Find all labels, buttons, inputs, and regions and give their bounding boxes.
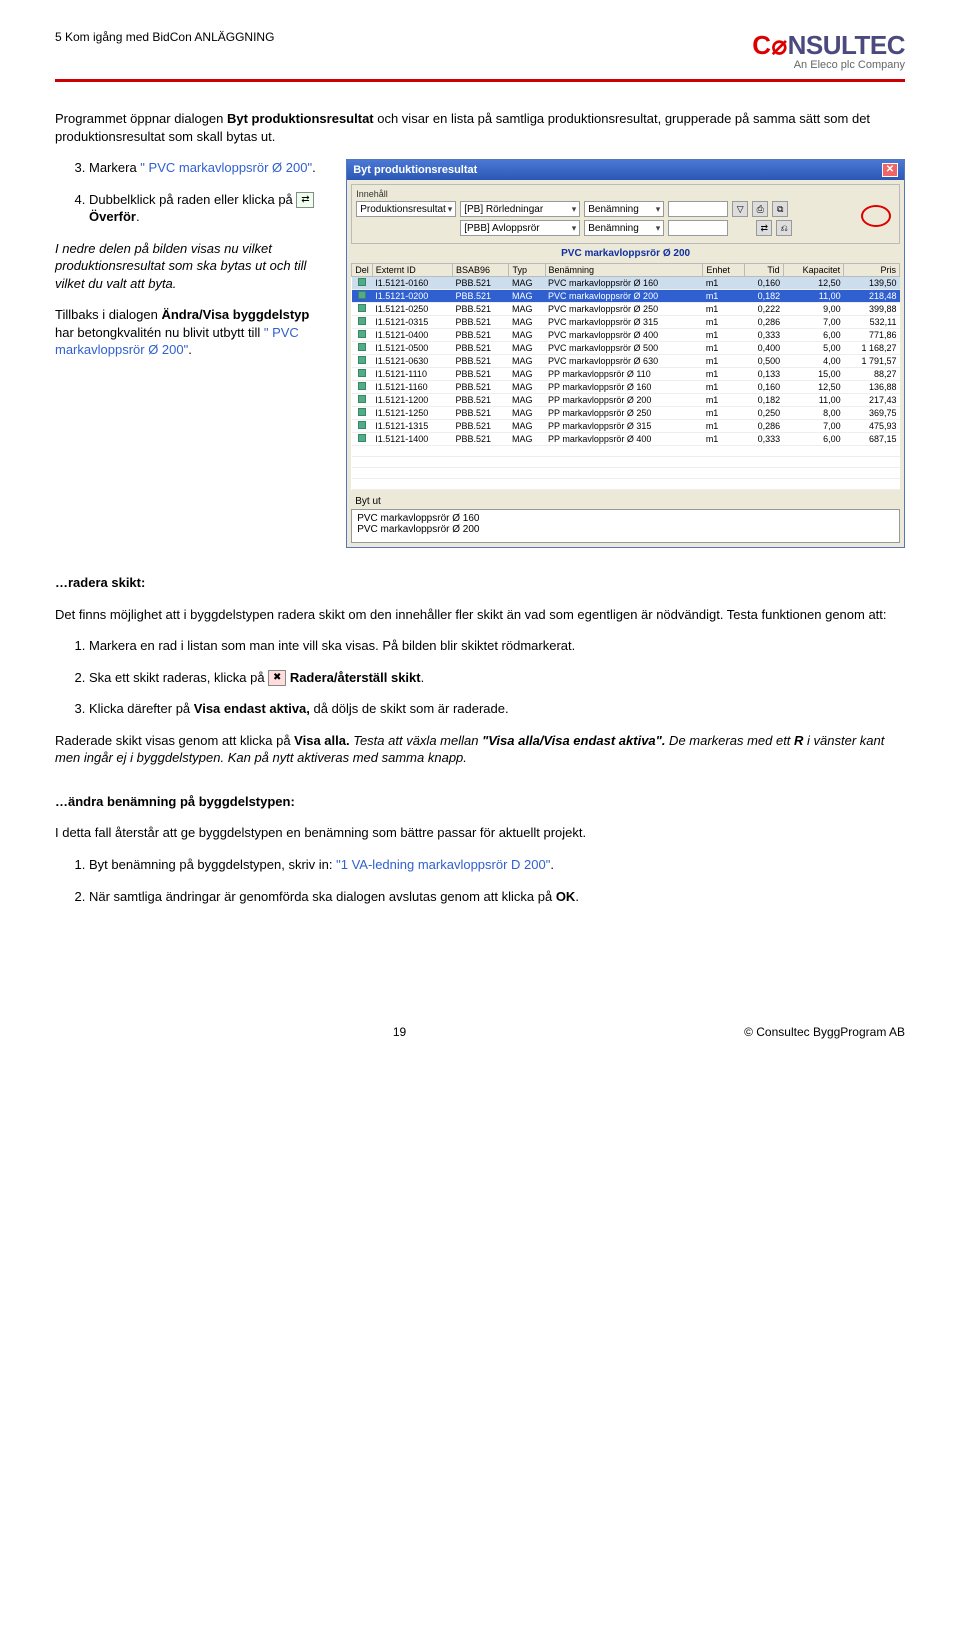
step-4: Dubbelklick på raden eller klicka på ⇄ Ö…: [89, 191, 330, 226]
toolbar-icon-2[interactable]: ⧉: [772, 201, 788, 217]
col-header[interactable]: Kapacitet: [783, 264, 844, 277]
note-1: I nedre delen på bilden visas nu vilket …: [55, 240, 330, 293]
andra-step-2: När samtliga ändringar är genomförda ska…: [89, 888, 905, 906]
table-row[interactable]: I1.5121-1110PBB.521MAGPP markavloppsrör …: [352, 368, 900, 381]
andra-step-1: Byt benämning på byggdelstypen, skriv in…: [89, 856, 905, 874]
table-row[interactable]: I1.5121-1315PBB.521MAGPP markavloppsrör …: [352, 420, 900, 433]
table-row[interactable]: I1.5121-0160PBB.521MAGPVC markavloppsrör…: [352, 277, 900, 290]
bytut-line-1: PVC markavloppsrör Ø 160: [357, 513, 894, 524]
radera-step-2: Ska ett skikt raderas, klicka på ✖ Rader…: [89, 669, 905, 687]
row-icon: [358, 291, 366, 299]
header-title: 5 Kom igång med BidCon ANLÄGGNING: [55, 30, 274, 44]
table-row-empty: [352, 446, 900, 457]
table-row[interactable]: I1.5121-1250PBB.521MAGPP markavloppsrör …: [352, 407, 900, 420]
intro-paragraph: Programmet öppnar dialogen Byt produktio…: [55, 110, 905, 145]
col-header[interactable]: Externt ID: [372, 264, 452, 277]
table-row[interactable]: I1.5121-0200PBB.521MAGPVC markavloppsrör…: [352, 290, 900, 303]
left-column: Markera " PVC markavloppsrör Ø 200". Dub…: [55, 159, 330, 548]
delete-icon: ✖: [268, 670, 286, 686]
radera-step-1: Markera en rad i listan som man inte vil…: [89, 637, 905, 655]
filter-input-1[interactable]: [668, 201, 728, 217]
radera-step-3: Klicka därefter på Visa endast aktiva, d…: [89, 700, 905, 718]
bytut-label: Byt ut: [351, 494, 900, 509]
filter-dd-2a[interactable]: [PBB] Avloppsrör: [460, 220, 580, 236]
logo: C ⌀ NSULTEC An Eleco plc Company: [752, 30, 905, 71]
filter-dd-1a[interactable]: [PB] Rörledningar: [460, 201, 580, 217]
prod-dropdown[interactable]: Produktionsresultat: [356, 201, 456, 217]
note-2: Tillbaks i dialogen Ändra/Visa byggdelst…: [55, 306, 330, 359]
row-icon: [358, 421, 366, 429]
row-icon: [358, 434, 366, 442]
col-header[interactable]: Enhet: [703, 264, 745, 277]
results-table: DelExternt IDBSAB96TypBenämningEnhetTidK…: [351, 263, 900, 490]
col-header[interactable]: Tid: [744, 264, 783, 277]
table-row-empty: [352, 468, 900, 479]
row-icon: [358, 304, 366, 312]
radera-intro: Det finns möjlighet att i byggdelstypen …: [55, 606, 905, 624]
toolbar-icon-1[interactable]: ⎙: [752, 201, 768, 217]
col-header[interactable]: Typ: [509, 264, 545, 277]
table-row[interactable]: I1.5121-0400PBB.521MAGPVC markavloppsrör…: [352, 329, 900, 342]
red-circle-annotation: [861, 205, 891, 227]
table-row[interactable]: I1.5121-0250PBB.521MAGPVC markavloppsrör…: [352, 303, 900, 316]
col-header[interactable]: BSAB96: [453, 264, 509, 277]
row-icon: [358, 382, 366, 390]
table-row[interactable]: I1.5121-0500PBB.521MAGPVC markavloppsrör…: [352, 342, 900, 355]
step-3: Markera " PVC markavloppsrör Ø 200".: [89, 159, 330, 177]
toolbar-icon-3[interactable]: ⎌: [776, 220, 792, 236]
table-subheading: PVC markavloppsrör Ø 200: [351, 248, 900, 259]
table-row[interactable]: I1.5121-0315PBB.521MAGPVC markavloppsrör…: [352, 316, 900, 329]
page-header: 5 Kom igång med BidCon ANLÄGGNING C ⌀ NS…: [55, 30, 905, 82]
table-row[interactable]: I1.5121-0630PBB.521MAGPVC markavloppsrör…: [352, 355, 900, 368]
logo-letter: ⌀: [771, 30, 786, 61]
col-header[interactable]: Pris: [844, 264, 900, 277]
row-icon: [358, 278, 366, 286]
row-icon: [358, 395, 366, 403]
andra-intro: I detta fall återstår att ge byggdelstyp…: [55, 824, 905, 842]
col-header[interactable]: Del: [352, 264, 373, 277]
page-footer: 19 © Consultec ByggProgram AB: [55, 1025, 905, 1039]
logo-letter: C: [752, 30, 770, 61]
page-number: 19: [393, 1025, 406, 1039]
table-row-empty: [352, 479, 900, 490]
bytut-line-2: PVC markavloppsrör Ø 200: [357, 524, 894, 535]
row-icon: [358, 369, 366, 377]
transfer-icon[interactable]: ⇄: [756, 220, 772, 236]
innehall-label: Innehåll: [356, 189, 895, 199]
close-icon[interactable]: ✕: [882, 163, 898, 177]
table-row[interactable]: I1.5121-1160PBB.521MAGPP markavloppsrör …: [352, 381, 900, 394]
funnel-icon[interactable]: ▽: [732, 201, 748, 217]
table-row[interactable]: I1.5121-1400PBB.521MAGPP markavloppsrör …: [352, 433, 900, 446]
row-icon: [358, 343, 366, 351]
transfer-icon: ⇄: [296, 192, 314, 208]
filter-dd-2b[interactable]: Benämning: [584, 220, 664, 236]
row-icon: [358, 408, 366, 416]
filter-input-2[interactable]: [668, 220, 728, 236]
logo-rest: NSULTEC: [788, 30, 905, 61]
radera-note: Raderade skikt visas genom att klicka på…: [55, 732, 905, 767]
row-icon: [358, 356, 366, 364]
dialog-screenshot: Byt produktionsresultat ✕ Innehåll Produ…: [346, 159, 905, 548]
copyright: © Consultec ByggProgram AB: [744, 1025, 905, 1039]
table-row[interactable]: I1.5121-1200PBB.521MAGPP markavloppsrör …: [352, 394, 900, 407]
table-row-empty: [352, 457, 900, 468]
section-heading-radera: …radera skikt:: [55, 574, 905, 592]
filter-dd-1b[interactable]: Benämning: [584, 201, 664, 217]
section-heading-andra: …ändra benämning på byggdelstypen:: [55, 793, 905, 811]
bytut-box: PVC markavloppsrör Ø 160 PVC markavlopps…: [351, 509, 900, 543]
row-icon: [358, 330, 366, 338]
dialog-title-text: Byt produktionsresultat: [353, 164, 477, 176]
dialog-titlebar: Byt produktionsresultat ✕: [347, 160, 904, 180]
col-header[interactable]: Benämning: [545, 264, 703, 277]
row-icon: [358, 317, 366, 325]
